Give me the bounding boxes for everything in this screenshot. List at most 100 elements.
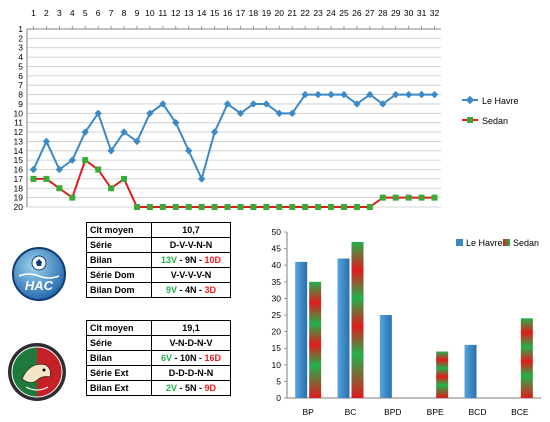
x-tick-label: 29 — [391, 8, 401, 18]
data-point — [315, 204, 322, 210]
data-point — [81, 128, 89, 136]
x-tick-label: 20 — [275, 8, 285, 18]
x-tick-label: 6 — [96, 8, 101, 18]
x-tick-label: 5 — [83, 8, 88, 18]
y-tick-label: 15 — [272, 343, 282, 353]
data-point — [392, 194, 399, 201]
y-tick-label: 35 — [272, 277, 282, 287]
stats-label: Bilan Ext — [86, 380, 152, 396]
bar-chart-bars — [295, 241, 533, 398]
y-tick-label: 50 — [272, 227, 282, 237]
x-tick-label: 27 — [365, 8, 375, 18]
data-point — [417, 90, 426, 99]
le-havre-stats-table: Clt moyen 10,7 Série D-V-V-N-N Bilan 13V - 9N… — [86, 222, 231, 298]
y-tick-label: 11 — [14, 118, 23, 128]
y-tick-label: 6 — [18, 71, 23, 81]
x-tick-label: 7 — [109, 8, 114, 18]
draws-value: 10N — [179, 353, 197, 363]
y-tick-label: 14 — [14, 146, 24, 156]
draws-value: 4N — [184, 285, 197, 295]
wins-value: 9V — [165, 285, 177, 295]
draws-value: 9N — [184, 255, 197, 265]
series-le-havre — [29, 90, 439, 183]
stats-row: Série Dom V-V-V-V-N — [86, 267, 231, 283]
x-tick-label: 18 — [249, 8, 259, 18]
series-line — [32, 93, 435, 182]
legend-label-sedan: Sedan — [482, 116, 508, 126]
data-point — [275, 109, 283, 117]
series-sedan — [30, 157, 438, 210]
data-point — [223, 100, 232, 108]
stats-row: Bilan 6V - 10N - 16D — [86, 350, 231, 366]
data-point — [263, 204, 270, 210]
x-tick-label: 25 — [339, 8, 349, 18]
bar-sedan — [520, 318, 533, 398]
y-tick-label: 17 — [14, 174, 24, 184]
data-point — [431, 194, 438, 201]
x-tick-label: 19 — [262, 8, 272, 18]
stats-value: 6V - 10N - 16D — [151, 350, 231, 366]
stats-value: V-V-V-V-N — [151, 267, 231, 283]
data-point — [121, 175, 128, 182]
data-point — [43, 175, 50, 182]
stats-label: Série — [86, 237, 152, 253]
data-point — [404, 90, 413, 99]
x-tick-label: 8 — [122, 8, 127, 18]
data-point — [379, 100, 387, 108]
data-point — [30, 175, 37, 182]
data-point — [185, 204, 192, 210]
legend-marker-le-havre — [465, 95, 475, 105]
y-tick-label: 5 — [18, 61, 23, 71]
legend-item-le-havre: Le Havre — [462, 95, 519, 106]
stats-value: D-D-D-N-N — [151, 365, 231, 381]
y-tick-label: 12 — [14, 127, 24, 137]
data-point — [250, 204, 257, 210]
y-tick-label: 20 — [272, 327, 282, 337]
data-point — [69, 194, 76, 201]
stats-value: 10,7 — [151, 222, 231, 238]
legend-swatch-sedan — [503, 239, 510, 246]
data-point — [302, 204, 309, 210]
y-tick-label: 25 — [272, 310, 282, 320]
y-tick-label: 30 — [272, 293, 282, 303]
stats-value: V-N-D-N-V — [151, 335, 231, 351]
y-tick-label: 10 — [272, 360, 282, 370]
bar-legend-label-le-havre: Le Havre — [466, 238, 503, 248]
data-point — [210, 128, 219, 136]
data-point — [366, 90, 374, 99]
y-tick-label: 18 — [14, 183, 24, 193]
data-point — [418, 194, 425, 201]
y-tick-label: 1 — [18, 24, 23, 34]
y-tick-label: 0 — [276, 393, 281, 403]
data-point — [405, 194, 412, 201]
x-tick-label: 32 — [430, 8, 440, 18]
data-point — [224, 204, 231, 210]
data-point — [430, 90, 439, 99]
x-tick-label: 26 — [352, 8, 362, 18]
data-point — [289, 204, 296, 210]
line-chart-series — [29, 90, 439, 210]
data-point — [276, 204, 283, 210]
stats-value: 2V - 5N - 9D — [151, 380, 231, 396]
y-tick-label: 10 — [14, 108, 24, 118]
x-tick-label: 23 — [313, 8, 323, 18]
data-point — [379, 194, 386, 201]
data-point — [197, 175, 206, 183]
x-tick-label: 16 — [223, 8, 233, 18]
bar-sedan — [309, 281, 322, 398]
x-tick-label: 1 — [31, 8, 36, 18]
stats-row: Clt moyen 19,1 — [86, 320, 231, 336]
data-point — [211, 204, 218, 210]
y-tick-label: 19 — [14, 193, 24, 203]
stats-label: Clt moyen — [86, 320, 152, 336]
data-point — [340, 90, 348, 99]
x-tick-label: 4 — [70, 8, 75, 18]
x-tick-label: 15 — [210, 8, 220, 18]
stats-row: Bilan Ext 2V - 5N - 9D — [86, 380, 231, 396]
stats-value: 19,1 — [151, 320, 231, 336]
y-tick-label: 4 — [18, 52, 23, 62]
data-point — [353, 100, 361, 108]
y-tick-label: 7 — [18, 80, 23, 90]
x-tick-label: 14 — [197, 8, 207, 18]
data-point — [146, 204, 153, 210]
